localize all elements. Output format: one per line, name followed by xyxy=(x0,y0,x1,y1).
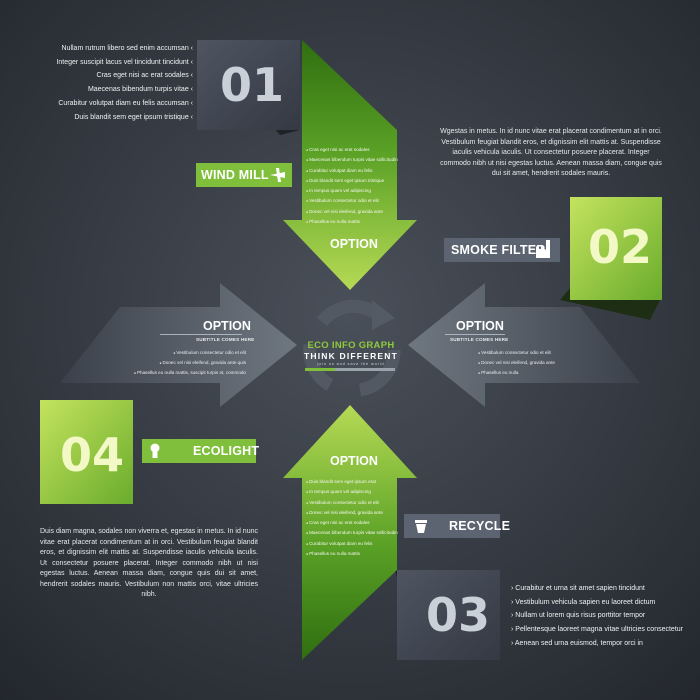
list-item: Integer suscipit lacus vel tincidunt tin… xyxy=(20,56,193,70)
tagline-bar-grey xyxy=(335,368,395,371)
right-arrow-subtitle: SUBTITLE COMES HERE xyxy=(450,337,509,342)
list-item: Nullam ut lorem quis risus porttitor tem… xyxy=(511,609,691,623)
list-item: Curabitur volutpat diam eu felis xyxy=(306,539,398,549)
list-item: Phasellus eu nulla mattis, suscipit turp… xyxy=(96,368,246,378)
list-item: Maecenas bibendum turpis vitae xyxy=(20,83,193,97)
list-item: Pellentesque laoreet magna vitae ultrici… xyxy=(511,623,691,637)
recycle-bin-icon xyxy=(415,520,427,533)
list-item: Nullam rutrum libero sed enim accumsan xyxy=(20,42,193,56)
step4-tag-label: ECOLIGHT xyxy=(193,444,260,458)
list-item: Donec vel nisi eleifend, gravida ante xyxy=(478,358,588,368)
left-arrow-option-label: OPTION xyxy=(203,319,251,333)
list-item: Vestibulum consectetur odio et elit xyxy=(478,348,588,358)
factory-icon xyxy=(536,240,550,258)
top-arrow-option-label: OPTION xyxy=(330,237,378,251)
plane-icon xyxy=(270,168,285,182)
list-item: Maecenas bibendum turpis vitae sollicitu… xyxy=(306,528,398,538)
right-arrow-option-label: OPTION xyxy=(456,319,504,333)
panel-02 xyxy=(570,197,662,300)
list-item: Duis blandit sem eget ipsum erat xyxy=(306,477,398,487)
list-item: In tempus quam vel adipiscing xyxy=(306,186,398,196)
list-item: Maecenas bibendum turpis vitae sollicitu… xyxy=(306,155,398,165)
recycle-arrowhead xyxy=(372,300,395,330)
center-slogan: THINK DIFFERENT xyxy=(303,351,399,361)
list-item: Duis blandit sem eget ipsum tristique xyxy=(306,176,398,186)
list-item: Cras eget nisi ac erat sodales xyxy=(306,518,398,528)
step1-tag-label: WIND MILL xyxy=(201,168,269,182)
list-item: Donec vel nisi eleifend, gravida ante xyxy=(306,508,398,518)
right-arrow-bullets: Vestibulum consectetur odio et elit Done… xyxy=(478,348,588,378)
list-item: Duis blandit sem eget ipsum tristique xyxy=(20,111,193,125)
left-arrow-subtitle: SUBTITLE COMES HERE xyxy=(196,337,255,342)
step3-bullet-list: Curabitur et urna sit amet sapien tincid… xyxy=(511,582,691,651)
list-item: Vestibulum consectetur odio et elit xyxy=(306,498,398,508)
step2-paragraph: Wgestas in metus. In id nunc vitae erat … xyxy=(440,128,662,177)
tagline-bar-green xyxy=(305,368,335,371)
list-item: Curabitur et urna sit amet sapien tincid… xyxy=(511,582,691,596)
center-tagline: join us and save the world xyxy=(317,361,385,366)
list-item: Cras eget nisi ac erat sodales xyxy=(306,145,398,155)
step3-tag-label: RECYCLE xyxy=(449,519,511,533)
list-item: Phasellus eu nulla xyxy=(478,368,588,378)
tag-ecolight xyxy=(142,439,256,463)
panel-03 xyxy=(397,570,500,660)
list-item: Vestibulum consectetur odio et elit xyxy=(306,196,398,206)
list-item: Vestibulum consectetur odio et elit xyxy=(96,348,246,358)
list-item: Phasellus eu nulla mattis xyxy=(306,549,398,559)
option-right-rule xyxy=(445,334,505,335)
list-item: Donec vel nisi eleifend, gravida ante qu… xyxy=(96,358,246,368)
step4-paragraph: Duis diam magna, sodales non viverra et,… xyxy=(40,528,258,598)
list-item: Cras eget nisi ac erat sodales xyxy=(20,69,193,83)
bottom-arrow-option-label: OPTION xyxy=(330,454,378,468)
panel-04 xyxy=(40,400,133,504)
light-bulb-icon xyxy=(150,443,160,458)
list-item: Donec vel nisi eleifend, gravida ante xyxy=(306,207,398,217)
step1-number: 01 xyxy=(220,58,285,112)
step2-tag-label: SMOKE FILTER xyxy=(451,243,546,257)
list-item: Aenean sed urna euismod, tempor orci in xyxy=(511,637,691,651)
step2-number: 02 xyxy=(588,220,653,274)
list-item: Phasellus eu nulla mattis xyxy=(306,217,398,227)
center-title: ECO INFO GRAPH xyxy=(307,340,395,351)
list-item: Vestibulum vehicula sapien eu laoreet di… xyxy=(511,596,691,610)
option-left-rule xyxy=(160,334,242,335)
bottom-arrow-bullets: Duis blandit sem eget ipsum erat In temp… xyxy=(306,477,398,559)
option-arrow-left xyxy=(60,283,297,407)
list-item: Curabitur volutpat diam eu felis accumsa… xyxy=(20,97,193,111)
top-arrow-bullets: Cras eget nisi ac erat sodales Maecenas … xyxy=(306,145,398,227)
step3-number: 03 xyxy=(426,588,491,642)
panel-01 xyxy=(197,40,300,130)
step1-bullet-list: Nullam rutrum libero sed enim accumsan I… xyxy=(20,42,193,124)
left-arrow-bullets: Vestibulum consectetur odio et elit Done… xyxy=(96,348,246,378)
step4-number: 04 xyxy=(60,428,125,482)
list-item: In tempus quam vel adipiscing xyxy=(306,487,398,497)
list-item: Curabitur volutpat diam eu felis xyxy=(306,166,398,176)
